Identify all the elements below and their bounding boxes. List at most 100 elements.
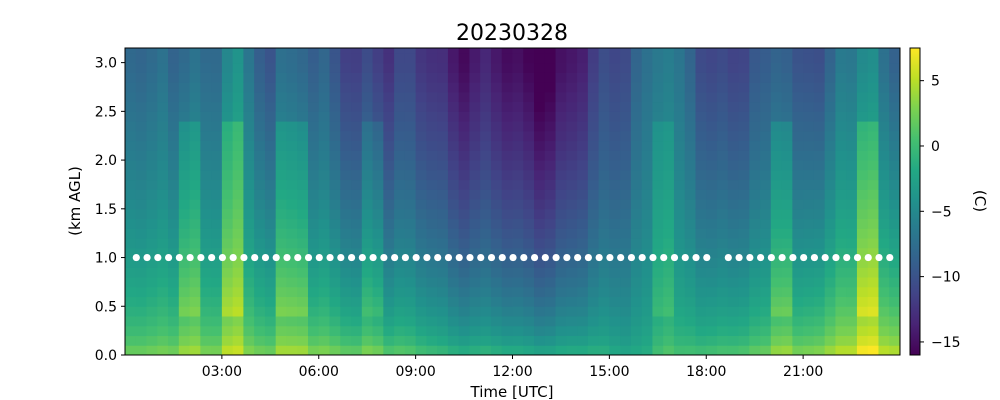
heatmap-cell (620, 238, 632, 249)
heatmap-cell (813, 150, 826, 161)
heatmap-cell (587, 286, 600, 298)
heatmap-cell (178, 238, 191, 249)
heatmap-cell (168, 111, 180, 122)
heatmap-cell (717, 52, 729, 64)
heatmap-cell (243, 257, 255, 268)
heatmap-cell (297, 72, 309, 83)
heatmap-cell (684, 286, 696, 298)
heatmap-cell (889, 238, 900, 249)
heatmap-cell (673, 160, 686, 171)
heatmap-cell (286, 286, 298, 298)
heatmap-cell (361, 277, 374, 288)
heatmap-cell (264, 62, 277, 73)
heatmap-cell (512, 208, 524, 220)
heatmap-cell (630, 199, 643, 210)
heatmap-cell (673, 91, 686, 103)
heatmap-cell (351, 345, 363, 355)
heatmap-cell (340, 345, 352, 355)
heatmap-cell (383, 335, 395, 346)
marker-point (574, 253, 582, 262)
heatmap-cell (383, 345, 395, 355)
heatmap-cell (856, 160, 869, 171)
heatmap-cell (426, 48, 438, 54)
heatmap-cell (135, 169, 148, 181)
heatmap-cell (867, 52, 879, 64)
heatmap-cell (211, 189, 223, 200)
heatmap-cell (598, 218, 610, 229)
heatmap-cell (738, 160, 750, 171)
heatmap-cell (221, 160, 234, 171)
heatmap-cell (232, 325, 244, 337)
heatmap-cell (168, 218, 180, 229)
heatmap-cell (340, 82, 352, 93)
heatmap-cell (652, 82, 664, 93)
heatmap-cell (598, 228, 610, 239)
heatmap-cell (566, 267, 578, 278)
heatmap-cell (566, 208, 578, 220)
heatmap-cell (200, 91, 212, 103)
heatmap-cell (598, 306, 610, 317)
marker-point (670, 253, 679, 262)
heatmap-cell (867, 228, 879, 239)
heatmap-cell (383, 228, 395, 239)
heatmap-cell (630, 52, 643, 64)
heatmap-cell (275, 48, 287, 54)
heatmap-cell (856, 296, 869, 307)
heatmap-cell (846, 199, 858, 210)
heatmap-cell (620, 169, 632, 181)
heatmap-cell (566, 189, 578, 200)
heatmap-cell (727, 130, 740, 142)
heatmap-cell (318, 228, 331, 239)
heatmap-cell (318, 82, 331, 93)
heatmap-cell (749, 228, 761, 239)
heatmap-cell (243, 267, 255, 278)
heatmap-cell (297, 286, 309, 298)
heatmap-cell (878, 345, 890, 355)
heatmap-cell (340, 150, 352, 161)
heatmap-cell (620, 316, 632, 327)
heatmap-cell (738, 150, 750, 161)
colorbar-tick-label: 5 (931, 74, 940, 90)
heatmap-cell (146, 325, 158, 337)
heatmap-cell (469, 111, 481, 122)
heatmap-cell (211, 296, 223, 307)
heatmap-cell (383, 189, 395, 200)
heatmap-cell (749, 101, 761, 112)
heatmap-cell (426, 286, 438, 298)
heatmap-cell (415, 52, 427, 64)
marker-point (186, 253, 194, 262)
heatmap-cell (135, 199, 148, 210)
heatmap-cell (458, 335, 470, 346)
heatmap-cell (684, 325, 696, 337)
heatmap-cell (792, 130, 804, 142)
heatmap-cell (372, 228, 384, 239)
heatmap-cell (125, 199, 137, 210)
heatmap-cell (566, 82, 578, 93)
heatmap-cell (792, 218, 804, 229)
heatmap-cell (340, 179, 352, 190)
heatmap-cell (760, 228, 772, 239)
heatmap-cell (243, 160, 255, 171)
heatmap-cell (340, 101, 352, 112)
heatmap-cell (652, 208, 664, 220)
heatmap-cell (534, 228, 546, 239)
heatmap-cell (856, 325, 869, 337)
heatmap-cell (426, 62, 438, 73)
heatmap-cell (254, 257, 266, 268)
heatmap-cell (372, 316, 384, 327)
marker-point (778, 253, 786, 262)
heatmap-cell (501, 101, 513, 112)
heatmap-cell (146, 48, 158, 54)
heatmap-cell (157, 130, 169, 142)
heatmap-cell (329, 257, 341, 268)
heatmap-cell (523, 325, 535, 337)
heatmap-cell (555, 228, 567, 239)
heatmap-cell (490, 257, 503, 268)
heatmap-cell (878, 62, 890, 73)
heatmap-cell (437, 257, 449, 268)
heatmap-cell (867, 111, 879, 122)
heatmap-cell (652, 257, 664, 268)
heatmap-cell (404, 345, 417, 355)
heatmap-cell (534, 72, 546, 83)
heatmap-cell (695, 179, 707, 190)
